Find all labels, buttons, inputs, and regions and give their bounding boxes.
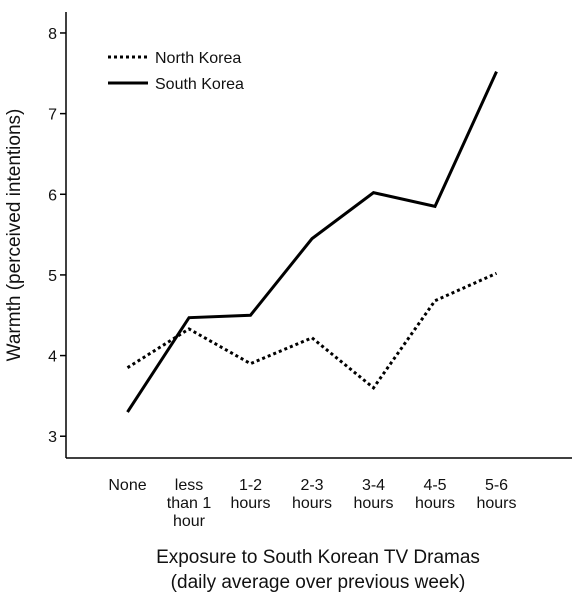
x-axis-label: Exposure to South Korean TV Dramas (daily… [156,547,480,593]
x-tick-label: 3-4 hours [353,477,393,512]
x-tick-label: 2-3 hours [292,477,332,512]
legend-label: North Korea [155,50,241,67]
x-tick-label: None [108,477,146,494]
y-tick-label: 4 [48,349,57,366]
x-tick-label: 5-6 hours [476,477,516,512]
y-tick-label: 3 [48,429,57,446]
x-tick-label: 1-2 hours [230,477,270,512]
y-tick-label: 5 [48,268,57,285]
x-tick-label: 4-5 hours [415,477,455,512]
y-axis-label: Warmth (perceived intentions) [4,109,25,362]
y-tick-label: 6 [48,187,57,204]
legend-label: South Korea [155,76,244,93]
y-tick-label: 7 [48,107,57,124]
x-tick-label: less than 1 hour [167,477,212,530]
line-series [126,271,498,391]
y-tick-label: 8 [48,26,57,43]
line-series [126,71,498,413]
